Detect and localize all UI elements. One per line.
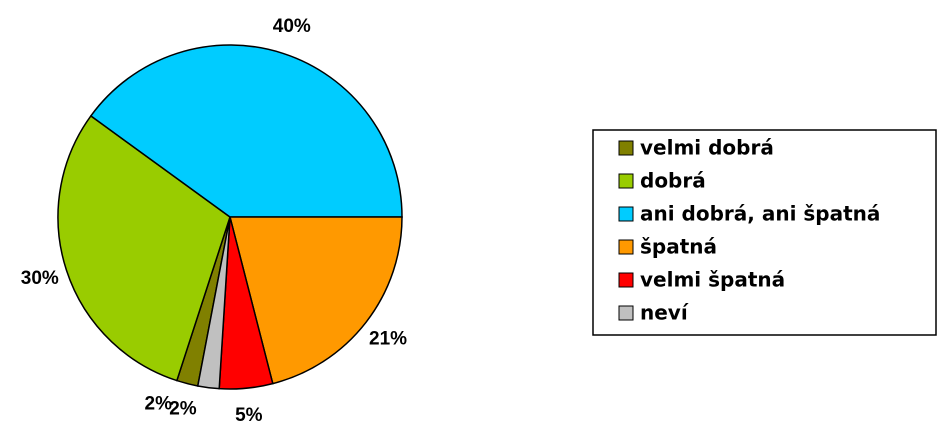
pie-slice — [57, 114, 231, 382]
legend-swatch — [618, 272, 634, 288]
data-label: 30% — [21, 268, 59, 289]
pie-slice — [196, 216, 231, 390]
legend-label: velmi dobrá — [640, 136, 774, 160]
data-label: 5% — [235, 405, 263, 425]
legend-swatch — [618, 173, 634, 189]
legend-label: ani dobrá, ani špatná — [640, 202, 880, 226]
legend-label: neví — [640, 301, 689, 325]
legend-swatch — [618, 206, 634, 222]
legend-swatch — [618, 140, 634, 156]
legend-swatch — [618, 305, 634, 321]
data-label: 21% — [369, 329, 407, 350]
legend-label: špatná — [640, 235, 717, 259]
legend-box — [592, 129, 937, 336]
legend-swatch — [618, 239, 634, 255]
pie-slice — [229, 216, 403, 385]
pie-slice — [89, 44, 403, 218]
legend-label: velmi špatná — [640, 268, 785, 292]
data-label: 2% — [169, 398, 197, 419]
data-label: 2% — [145, 394, 173, 415]
data-label: 40% — [273, 16, 311, 37]
legend-label: dobrá — [640, 169, 706, 193]
